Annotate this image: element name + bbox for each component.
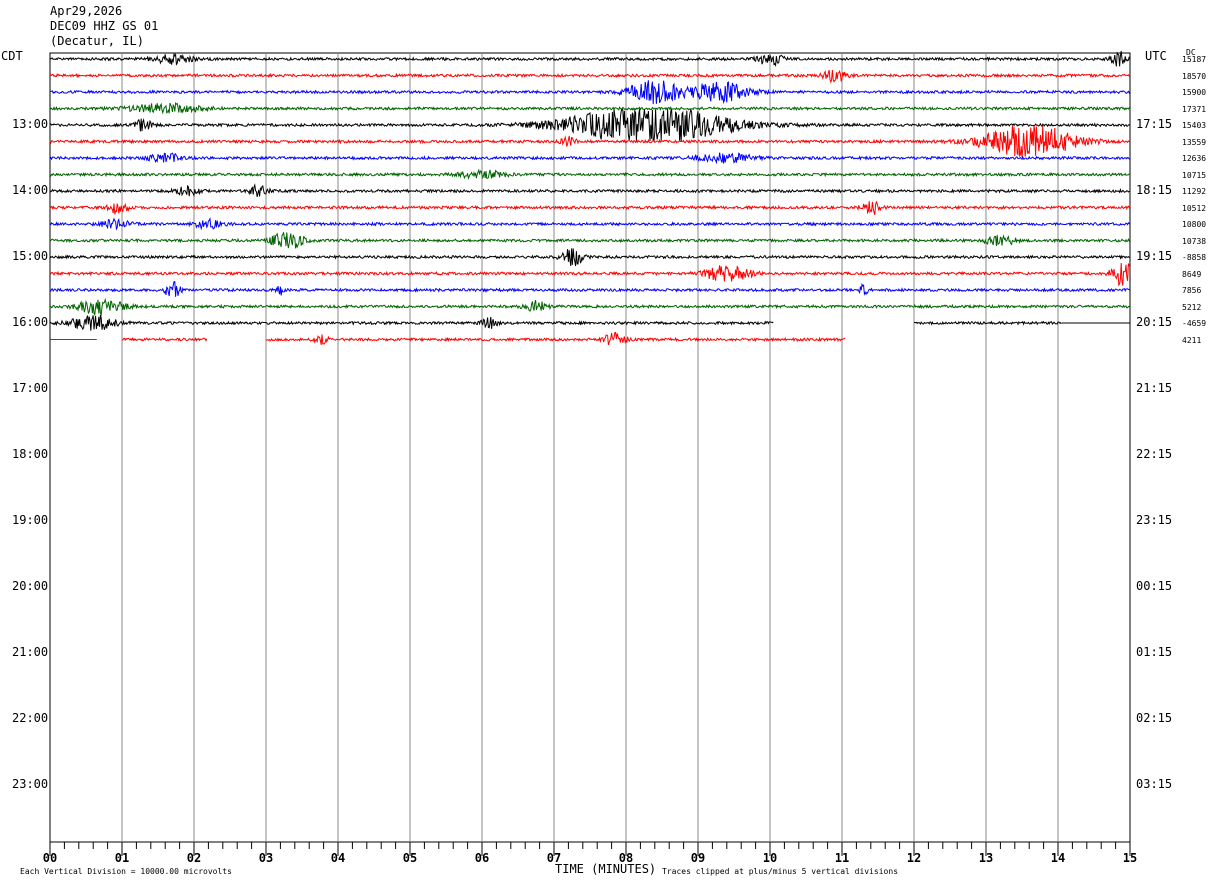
utc-hour-label: 21:15 bbox=[1136, 381, 1173, 395]
x-tick-label: 08 bbox=[619, 851, 633, 865]
x-tick-label: 02 bbox=[187, 851, 201, 865]
seismic-trace bbox=[49, 152, 1131, 165]
utc-hour-label: 00:15 bbox=[1136, 579, 1173, 593]
utc-hour-label: 03:15 bbox=[1136, 777, 1173, 791]
seismic-trace bbox=[49, 51, 1131, 68]
seismic-trace bbox=[49, 69, 1131, 84]
x-tick-label: 13 bbox=[979, 851, 993, 865]
station-location: (Decatur, IL) bbox=[50, 34, 144, 48]
cdt-hour-label: 18:00 bbox=[12, 447, 49, 461]
seismic-trace bbox=[49, 280, 1131, 297]
x-tick-label: 01 bbox=[115, 851, 129, 865]
x-tick-label: 00 bbox=[43, 851, 57, 865]
seismic-trace bbox=[49, 315, 774, 331]
seismic-trace bbox=[265, 331, 846, 346]
seismic-trace bbox=[49, 216, 1131, 231]
dc-value: 18570 bbox=[1182, 71, 1207, 81]
x-tick-label: 12 bbox=[907, 851, 921, 865]
x-tick-label: 11 bbox=[835, 851, 849, 865]
seismic-trace bbox=[49, 107, 1131, 142]
dc-value: -4659 bbox=[1182, 319, 1207, 328]
dc-value: 10512 bbox=[1182, 203, 1207, 213]
x-tick-label: 04 bbox=[331, 851, 345, 865]
utc-hour-label: 20:15 bbox=[1136, 315, 1173, 329]
seismic-trace bbox=[49, 232, 1131, 249]
x-tick-label: 05 bbox=[403, 851, 417, 865]
x-axis-label: TIME (MINUTES) bbox=[555, 862, 657, 876]
dc-value: 5212 bbox=[1182, 302, 1202, 312]
utc-hour-label: 17:15 bbox=[1136, 117, 1173, 131]
seismic-trace bbox=[49, 125, 1131, 158]
dc-value: 12636 bbox=[1182, 154, 1207, 163]
utc-hour-label: 01:15 bbox=[1136, 645, 1173, 659]
cdt-hour-label: 22:00 bbox=[12, 711, 49, 725]
cdt-hour-label: 21:00 bbox=[12, 645, 49, 659]
x-tick-label: 15 bbox=[1123, 851, 1137, 865]
dc-value: 15187 bbox=[1182, 55, 1207, 64]
cdt-hour-label: 19:00 bbox=[12, 513, 49, 527]
seismic-trace bbox=[49, 200, 1131, 215]
seismic-traces bbox=[49, 51, 1131, 346]
right-timezone-label: UTC bbox=[1145, 49, 1167, 63]
clip-note: Traces clipped at plus/minus 5 vertical … bbox=[662, 867, 899, 876]
x-tick-label: 14 bbox=[1051, 851, 1065, 865]
x-tick-label: 03 bbox=[259, 851, 273, 865]
seismic-trace bbox=[49, 248, 1130, 267]
seismic-trace bbox=[49, 168, 1130, 181]
seismic-trace bbox=[50, 80, 1131, 105]
dc-value: 11292 bbox=[1182, 187, 1207, 196]
record-date: Apr29,2026 bbox=[50, 4, 123, 18]
cdt-hour-label: 13:00 bbox=[12, 117, 49, 131]
cdt-hour-label: 15:00 bbox=[12, 249, 49, 263]
cdt-hour-label: 16:00 bbox=[12, 315, 49, 329]
seismic-trace bbox=[49, 297, 1131, 317]
cdt-hour-label: 20:00 bbox=[12, 579, 49, 593]
x-tick-label: 06 bbox=[475, 851, 489, 865]
utc-hour-label: 19:15 bbox=[1136, 249, 1173, 263]
dc-value: 7856 bbox=[1182, 286, 1202, 295]
scale-note: Each Vertical Division = 10000.00 microv… bbox=[20, 867, 232, 876]
dc-value: -8858 bbox=[1182, 253, 1207, 262]
dc-value: 17371 bbox=[1182, 104, 1207, 114]
left-timezone-label: CDT bbox=[1, 49, 23, 63]
seismic-trace bbox=[122, 336, 208, 342]
dc-value: 10715 bbox=[1182, 170, 1207, 180]
dc-value: 8649 bbox=[1182, 269, 1202, 279]
seismic-trace bbox=[49, 262, 1131, 287]
utc-hour-label: 02:15 bbox=[1136, 711, 1173, 725]
seismic-trace bbox=[49, 101, 1131, 115]
dc-value: 10800 bbox=[1182, 220, 1207, 229]
plot-frame bbox=[49, 52, 1131, 843]
x-tick-label: 09 bbox=[691, 851, 705, 865]
station-code: DEC09 HHZ GS 01 bbox=[50, 19, 159, 33]
dc-value: 15900 bbox=[1182, 88, 1207, 97]
utc-hour-label: 23:15 bbox=[1136, 513, 1173, 527]
utc-hour-label: 22:15 bbox=[1136, 447, 1173, 461]
grid bbox=[49, 52, 1131, 843]
dc-value: 15403 bbox=[1182, 121, 1207, 130]
x-tick-label: 07 bbox=[547, 851, 561, 865]
dc-header: DC bbox=[1186, 48, 1196, 57]
x-tick-label: 10 bbox=[763, 851, 777, 865]
cdt-hour-label: 17:00 bbox=[12, 381, 49, 395]
dc-value: 13559 bbox=[1182, 137, 1207, 147]
cdt-hour-label: 14:00 bbox=[12, 183, 49, 197]
seismic-trace bbox=[913, 320, 1062, 326]
utc-hour-label: 18:15 bbox=[1136, 183, 1173, 197]
x-axis: 00 01 02 03 04 05 06 07 08 09 10 11 12 13 14 15 bbox=[43, 842, 1137, 865]
cdt-hour-label: 23:00 bbox=[12, 777, 49, 791]
dc-value: 10738 bbox=[1182, 236, 1207, 246]
seismic-trace bbox=[49, 183, 1131, 198]
dc-value: 4211 bbox=[1182, 335, 1202, 345]
